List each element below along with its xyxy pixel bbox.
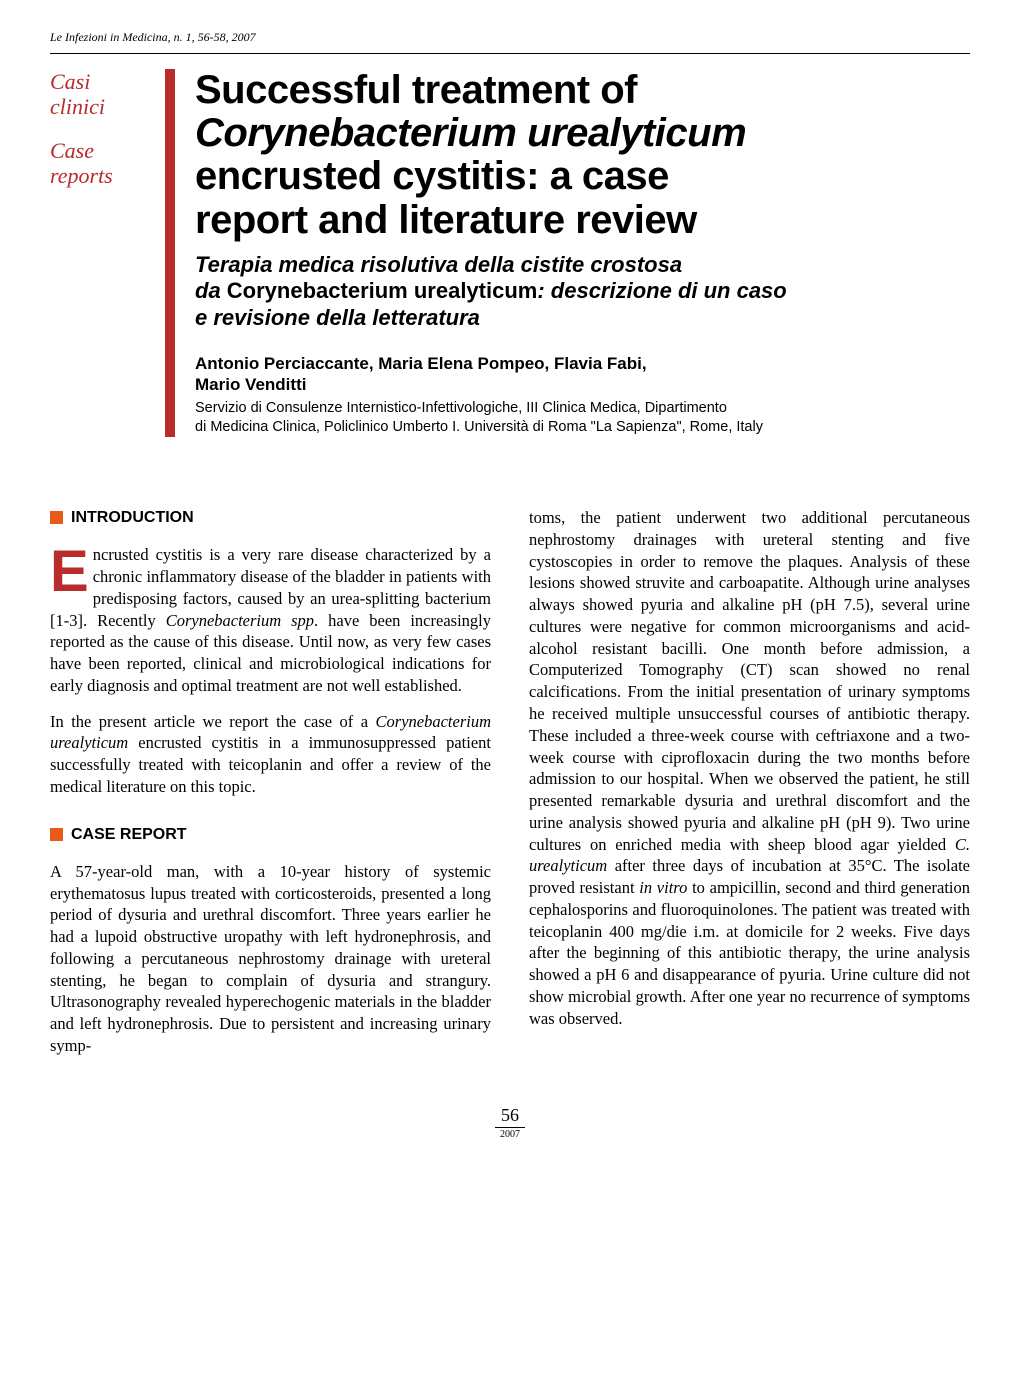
authors-line2: Mario Venditti (195, 375, 306, 394)
article-title: Successful treatment of Corynebacterium … (195, 69, 970, 242)
section-labels: Casi clinici Case reports (50, 69, 145, 188)
square-bullet-icon (50, 828, 63, 841)
label-en-line2: reports (50, 163, 113, 188)
title-line4: report and literature review (195, 198, 697, 242)
label-english: Case reports (50, 138, 145, 189)
affil-line2: di Medicina Clinica, Policlinico Umberto… (195, 419, 763, 435)
col2-paragraph-1: toms, the patient underwent two addition… (529, 507, 970, 1029)
authors: Antonio Perciaccante, Maria Elena Pompeo… (195, 353, 970, 396)
intro-paragraph-2: In the present article we report the cas… (50, 711, 491, 798)
affil-line1: Servizio di Consulenze Internistico-Infe… (195, 400, 727, 416)
page-year: 2007 (50, 1129, 970, 1140)
subtitle-line2-norm: Corynebacterium urealyticum (227, 278, 538, 303)
title-line2-italic: Corynebacterium urealyticum (195, 111, 746, 155)
page-footer: 56 2007 (50, 1105, 970, 1140)
col2-p1-post: to ampicillin, second and third generati… (529, 878, 970, 1028)
square-bullet-icon (50, 511, 63, 524)
subtitle-line2-pre: da (195, 278, 227, 303)
page-number: 56 (495, 1105, 525, 1128)
subtitle-line3: e revisione della letteratura (195, 305, 480, 330)
top-rule (50, 53, 970, 54)
intro-paragraph-1: Encrusted cystitis is a very rare diseas… (50, 544, 491, 696)
intro-heading: INTRODUCTION (71, 507, 194, 528)
vertical-red-bar (165, 69, 175, 437)
column-right: toms, the patient underwent two addition… (529, 507, 970, 1071)
col2-p1-pre: toms, the patient underwent two addition… (529, 508, 970, 853)
case-paragraph-1: A 57-year-old man, with a 10-year histor… (50, 861, 491, 1057)
case-heading: CASE REPORT (71, 824, 187, 845)
affiliation: Servizio di Consulenze Internistico-Infe… (195, 399, 970, 437)
column-left: INTRODUCTION Encrusted cystitis is a ver… (50, 507, 491, 1071)
title-block: Successful treatment of Corynebacterium … (195, 69, 970, 437)
section-head-intro: INTRODUCTION (50, 507, 491, 528)
dropcap: E (50, 544, 93, 596)
subtitle-line1: Terapia medica risolutiva della cistite … (195, 252, 682, 277)
label-italian: Casi clinici (50, 69, 145, 120)
authors-line1: Antonio Perciaccante, Maria Elena Pompeo… (195, 354, 647, 373)
body-columns: INTRODUCTION Encrusted cystitis is a ver… (50, 507, 970, 1071)
article-subtitle: Terapia medica risolutiva della cistite … (195, 252, 970, 331)
subtitle-line2-post: : descrizione di un caso (537, 278, 786, 303)
label-it-line1: Casi (50, 69, 90, 94)
journal-citation: Le Infezioni in Medicina, n. 1, 56-58, 2… (50, 30, 970, 45)
col2-p1-ital2: in vitro (639, 878, 687, 897)
label-en-line1: Case (50, 138, 94, 163)
title-line3: encrusted cystitis: a case (195, 154, 669, 198)
label-it-line2: clinici (50, 94, 105, 119)
intro-p2-pre: In the present article we report the cas… (50, 712, 376, 731)
section-head-case: CASE REPORT (50, 824, 491, 845)
header-row: Casi clinici Case reports Successful tre… (50, 69, 970, 437)
intro-p1-ital: Corynebacterium spp (166, 611, 314, 630)
title-line1: Successful treatment of (195, 68, 637, 112)
